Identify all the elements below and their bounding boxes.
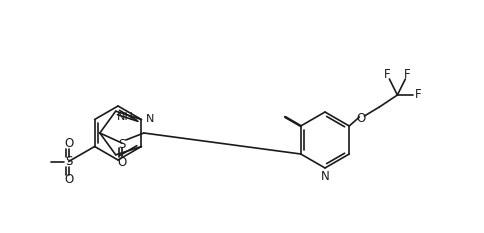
Text: S: S [118,137,125,151]
Text: S: S [65,155,72,168]
Text: N: N [320,169,330,182]
Text: O: O [64,137,73,150]
Text: F: F [404,68,411,80]
Text: O: O [64,173,73,186]
Text: O: O [117,155,126,168]
Text: F: F [384,68,391,80]
Text: F: F [415,89,422,102]
Text: NH: NH [117,112,134,122]
Text: O: O [357,113,366,126]
Text: N: N [145,113,154,123]
